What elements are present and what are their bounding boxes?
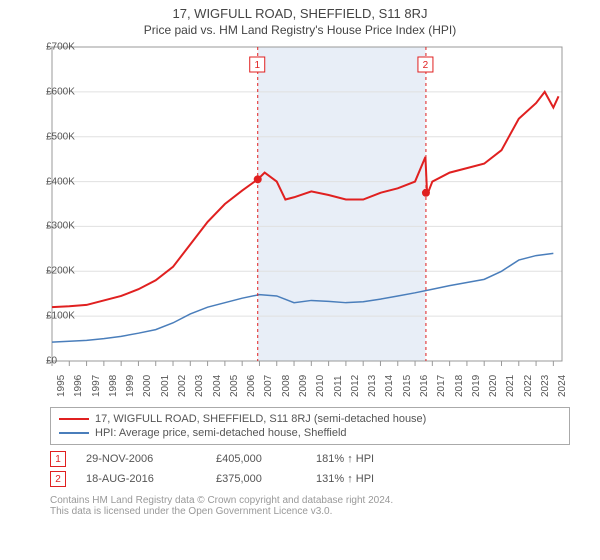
x-tick-label: 1999 [125, 375, 136, 397]
x-tick-label: 2002 [177, 375, 188, 397]
x-tick-label: 2004 [212, 375, 223, 397]
footer-line-1: Contains HM Land Registry data © Crown c… [50, 495, 570, 506]
legend-label: HPI: Average price, semi-detached house,… [95, 427, 347, 439]
x-tick-label: 1997 [91, 375, 102, 397]
chart-svg: 12 [10, 41, 570, 401]
chart-title: 17, WIGFULL ROAD, SHEFFIELD, S11 8RJ [0, 0, 600, 21]
x-tick-label: 2015 [402, 375, 413, 397]
sale-marker-icon: 1 [50, 451, 66, 467]
sale-row: 2 18-AUG-2016 £375,000 131% ↑ HPI [50, 469, 570, 489]
legend: 17, WIGFULL ROAD, SHEFFIELD, S11 8RJ (se… [50, 407, 570, 445]
x-tick-label: 2008 [281, 375, 292, 397]
footer-line-2: This data is licensed under the Open Gov… [50, 506, 570, 517]
x-tick-label: 2010 [315, 375, 326, 397]
footer: Contains HM Land Registry data © Crown c… [50, 495, 570, 517]
legend-item: HPI: Average price, semi-detached house,… [59, 426, 561, 440]
x-tick-label: 2014 [384, 375, 395, 397]
sale-pct: 131% ↑ HPI [316, 473, 406, 485]
sale-date: 18-AUG-2016 [86, 473, 196, 485]
sale-row: 1 29-NOV-2006 £405,000 181% ↑ HPI [50, 449, 570, 469]
x-tick-label: 2017 [436, 375, 447, 397]
x-tick-label: 1995 [56, 375, 67, 397]
x-tick-label: 2007 [263, 375, 274, 397]
legend-label: 17, WIGFULL ROAD, SHEFFIELD, S11 8RJ (se… [95, 413, 426, 425]
x-tick-label: 1998 [108, 375, 119, 397]
x-tick-label: 2016 [419, 375, 430, 397]
x-tick-label: 2003 [194, 375, 205, 397]
x-tick-label: 2024 [557, 375, 568, 397]
x-tick-label: 2001 [160, 375, 171, 397]
svg-text:1: 1 [254, 60, 260, 71]
x-tick-label: 2023 [540, 375, 551, 397]
sale-price: £375,000 [216, 473, 296, 485]
sale-date: 29-NOV-2006 [86, 453, 196, 465]
sales-table: 1 29-NOV-2006 £405,000 181% ↑ HPI 2 18-AUG-20… [50, 449, 570, 489]
x-tick-label: 2011 [333, 375, 344, 397]
chart-plot: 12 £0£100K£200K£300K£400K£500K£600K£700K… [10, 41, 570, 401]
x-tick-label: 1996 [73, 375, 84, 397]
x-tick-label: 2021 [505, 375, 516, 397]
svg-text:2: 2 [423, 60, 429, 71]
x-tick-label: 2009 [298, 375, 309, 397]
legend-swatch [59, 418, 89, 420]
sale-marker-icon: 2 [50, 471, 66, 487]
sale-pct: 181% ↑ HPI [316, 453, 406, 465]
chart-container: 17, WIGFULL ROAD, SHEFFIELD, S11 8RJ Pri… [0, 0, 600, 560]
legend-item: 17, WIGFULL ROAD, SHEFFIELD, S11 8RJ (se… [59, 412, 561, 426]
legend-swatch [59, 432, 89, 434]
x-tick-label: 2012 [350, 375, 361, 397]
sale-price: £405,000 [216, 453, 296, 465]
chart-subtitle: Price paid vs. HM Land Registry's House … [0, 21, 600, 41]
x-tick-label: 2005 [229, 375, 240, 397]
x-tick-label: 2006 [246, 375, 257, 397]
x-tick-label: 2022 [523, 375, 534, 397]
x-tick-label: 2013 [367, 375, 378, 397]
x-tick-label: 2020 [488, 375, 499, 397]
x-tick-label: 2000 [142, 375, 153, 397]
x-tick-label: 2018 [454, 375, 465, 397]
x-tick-label: 2019 [471, 375, 482, 397]
